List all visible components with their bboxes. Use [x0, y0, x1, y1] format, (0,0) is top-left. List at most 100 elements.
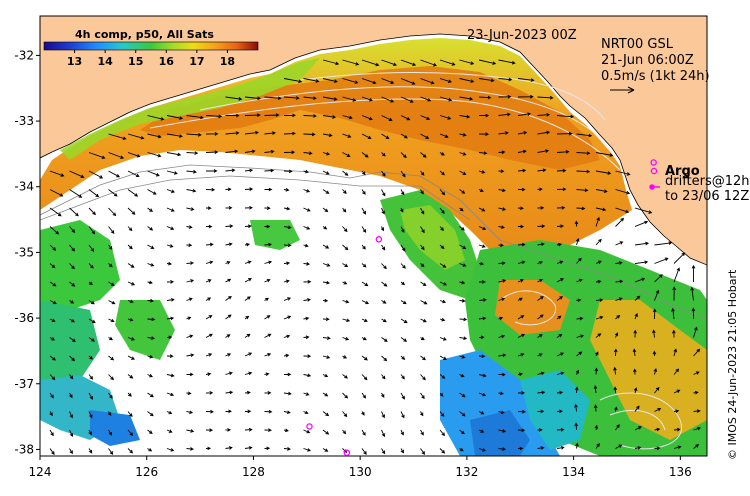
current-arrow [632, 368, 637, 375]
current-arrow [225, 206, 233, 210]
current-arrow [244, 446, 253, 450]
current-arrow [166, 115, 184, 120]
current-arrow [88, 411, 93, 419]
current-arrow [88, 263, 94, 269]
current-arrow [166, 373, 175, 378]
argo-floats [306, 159, 657, 456]
current-arrow [595, 189, 608, 194]
current-arrow [420, 448, 426, 455]
current-arrow [225, 353, 232, 357]
current-arrow [498, 94, 512, 99]
current-arrow [361, 133, 372, 140]
current-arrow [381, 96, 395, 103]
x-tick-label: 132 [455, 465, 478, 479]
current-arrow [381, 392, 385, 398]
current-arrow [595, 315, 604, 320]
current-arrow [342, 263, 349, 267]
current-arrow [420, 170, 425, 176]
credit-label: © IMOS 24-Jun-2023 21:05 Hobart [726, 269, 739, 460]
current-arrow [166, 133, 183, 138]
argo-legend: Argo drifters@12h to 23/06 12Z [649, 164, 750, 204]
current-arrow [244, 113, 261, 117]
current-arrow [108, 281, 115, 287]
current-arrow [498, 316, 504, 321]
current-arrow [166, 261, 173, 266]
current-arrow [322, 355, 331, 359]
current-arrow [439, 299, 447, 304]
current-arrow [225, 149, 239, 154]
current-arrow [420, 355, 426, 361]
current-arrow [342, 133, 352, 138]
current-arrow [361, 263, 367, 268]
current-arrow [69, 170, 85, 178]
current-arrow [400, 429, 404, 436]
current-arrow [69, 411, 73, 419]
argo-float-marker [375, 236, 383, 243]
current-arrow [615, 297, 623, 301]
current-arrow [634, 260, 649, 265]
current-arrow [127, 133, 145, 140]
current-arrow [264, 242, 272, 247]
current-arrow [88, 337, 95, 342]
current-arrow [186, 243, 193, 248]
y-tick-label: -32 [14, 48, 34, 62]
current-arrow [107, 411, 112, 416]
current-arrow [49, 318, 56, 322]
current-arrow [342, 374, 348, 379]
current-arrow [400, 170, 406, 178]
current-arrow [593, 385, 598, 394]
current-arrow [186, 261, 194, 265]
current-arrow [88, 281, 93, 286]
current-arrow [264, 260, 273, 265]
y-tick-label: -36 [14, 311, 34, 325]
current-arrow [537, 187, 543, 192]
current-arrow [615, 444, 623, 449]
current-arrow [186, 297, 193, 301]
current-arrow [283, 428, 289, 433]
current-arrow [283, 113, 296, 118]
current-arrow [88, 318, 96, 324]
current-arrow [342, 78, 359, 84]
current-arrow [615, 207, 630, 214]
current-arrow [361, 244, 366, 250]
current-arrow [693, 444, 700, 449]
current-arrow [517, 428, 526, 433]
current-arrow [537, 428, 543, 432]
current-arrow [576, 298, 582, 303]
current-arrow [673, 252, 686, 264]
current-arrow [205, 446, 212, 451]
current-arrow [439, 448, 446, 454]
current-arrow [205, 353, 213, 357]
current-arrow [166, 170, 178, 175]
current-arrow [478, 261, 485, 266]
current-arrow [381, 189, 386, 197]
current-arrow [400, 207, 404, 213]
current-arrow [264, 333, 272, 338]
colorbar-tick-label: 15 [128, 55, 143, 68]
current-arrow [166, 226, 175, 230]
current-arrow [400, 318, 408, 324]
y-tick-label: -38 [14, 442, 34, 456]
current-arrow [400, 244, 406, 252]
current-arrow [127, 429, 134, 436]
current-arrow [613, 348, 618, 357]
current-arrow [420, 133, 430, 139]
current-arrow [108, 374, 114, 381]
current-arrow [691, 307, 696, 320]
current-arrow [478, 411, 485, 415]
current-arrow [439, 411, 445, 417]
current-arrow [361, 78, 377, 85]
current-arrow [225, 314, 232, 320]
current-arrow [400, 115, 411, 121]
current-arrow [498, 334, 506, 339]
current-arrow [693, 371, 700, 375]
current-arrow [225, 371, 233, 376]
current-arrow [498, 188, 506, 193]
current-arrow [439, 429, 445, 437]
current-arrow [400, 152, 407, 159]
current-arrow [186, 429, 195, 433]
current-arrow [342, 281, 348, 285]
current-arrow [108, 244, 113, 250]
current-arrow [244, 149, 256, 154]
current-arrow [517, 112, 532, 116]
